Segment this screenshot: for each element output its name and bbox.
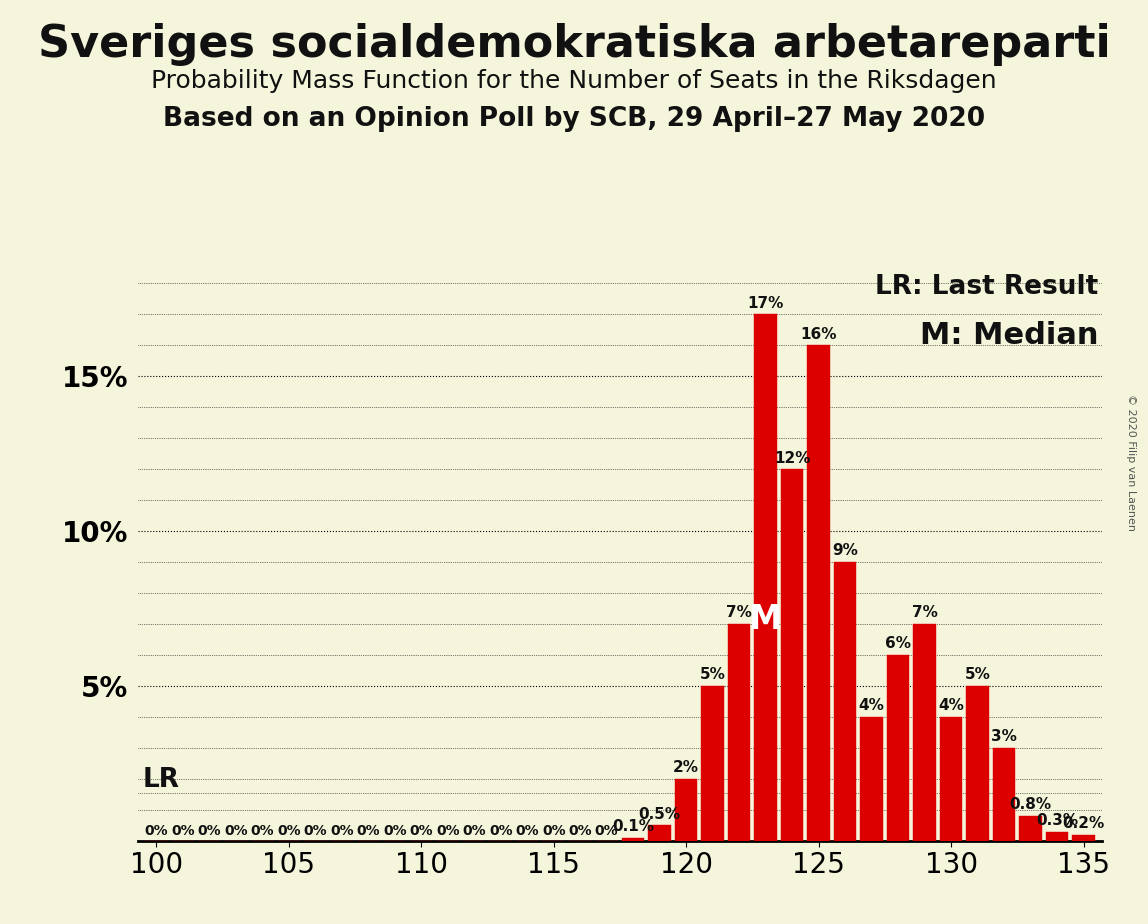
Bar [914,624,936,841]
Bar [1046,832,1069,841]
Text: 5%: 5% [699,667,726,682]
Text: 0.3%: 0.3% [1035,813,1078,828]
Text: 0%: 0% [383,824,406,838]
Text: © 2020 Filip van Laenen: © 2020 Filip van Laenen [1126,394,1135,530]
Bar [833,562,856,841]
Text: 0%: 0% [224,824,248,838]
Text: 3%: 3% [991,729,1017,744]
Bar [1019,816,1042,841]
Text: 0.1%: 0.1% [612,819,654,834]
Text: 0%: 0% [197,824,222,838]
Text: 0%: 0% [329,824,354,838]
Text: 0%: 0% [568,824,592,838]
Text: 7%: 7% [912,605,938,620]
Text: 0%: 0% [515,824,540,838]
Bar [940,717,962,841]
Bar [781,469,804,841]
Text: LR: Last Result: LR: Last Result [875,274,1099,300]
Text: 12%: 12% [774,451,810,466]
Bar [860,717,883,841]
Text: M: Median: M: Median [920,321,1099,349]
Text: 16%: 16% [800,327,837,342]
Bar [887,655,909,841]
Text: M: M [748,603,782,637]
Text: 0.2%: 0.2% [1062,816,1104,831]
Bar [754,314,777,841]
Text: 5%: 5% [964,667,991,682]
Text: 0%: 0% [277,824,301,838]
Bar [993,748,1015,841]
Text: 0%: 0% [595,824,619,838]
Bar [1072,834,1095,841]
Bar [701,686,724,841]
Bar [675,779,698,841]
Text: 0%: 0% [303,824,327,838]
Text: 9%: 9% [832,543,858,558]
Text: 0.5%: 0.5% [638,807,681,821]
Text: LR: LR [144,767,180,793]
Bar [728,624,751,841]
Text: Based on an Opinion Poll by SCB, 29 April–27 May 2020: Based on an Opinion Poll by SCB, 29 Apri… [163,106,985,132]
Text: 0%: 0% [489,824,512,838]
Text: 0%: 0% [171,824,195,838]
Bar [649,825,670,841]
Text: 17%: 17% [747,296,784,310]
Text: 6%: 6% [885,637,912,651]
Bar [807,346,830,841]
Text: Sveriges socialdemokratiska arbetareparti: Sveriges socialdemokratiska arbetarepart… [38,23,1110,67]
Text: 0%: 0% [542,824,566,838]
Text: 7%: 7% [727,605,752,620]
Text: 4%: 4% [859,699,885,713]
Text: 0%: 0% [250,824,274,838]
Text: Probability Mass Function for the Number of Seats in the Riksdagen: Probability Mass Function for the Number… [152,69,996,93]
Text: 4%: 4% [938,699,964,713]
Bar [967,686,988,841]
Text: 0%: 0% [436,824,459,838]
Text: 0.8%: 0.8% [1009,797,1052,812]
Text: 0%: 0% [145,824,168,838]
Text: 0%: 0% [463,824,486,838]
Bar [622,838,644,841]
Text: 0%: 0% [356,824,380,838]
Text: 0%: 0% [410,824,433,838]
Text: 2%: 2% [673,760,699,775]
